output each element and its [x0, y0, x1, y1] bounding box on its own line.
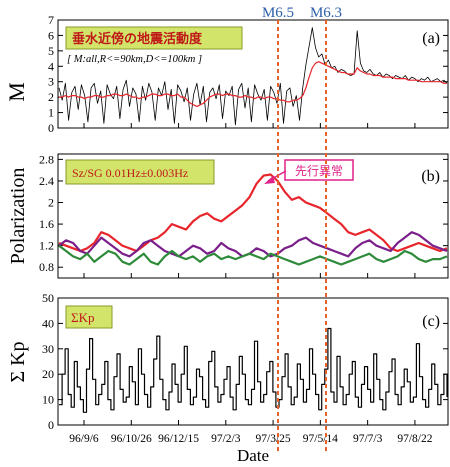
panel-a-y-tick-label: 6 — [48, 28, 54, 42]
panel-b-y-tick-label: 2.8 — [39, 152, 54, 166]
panel-a-title-box — [65, 26, 243, 50]
panel-a-subtitle: [ M:all,R<=90km,D<=100km ] — [67, 54, 202, 65]
panel-a-y-tick-label: 3 — [48, 75, 54, 89]
panel-c-label: (c) — [422, 313, 440, 330]
annotation-box — [284, 159, 354, 181]
x-tick-label: 96/10/26 — [111, 433, 152, 445]
panel-b-y-tick-label: 1.2 — [39, 239, 54, 253]
x-tick-label: 97/2/3 — [211, 433, 241, 445]
panel-b-title-box — [65, 159, 215, 185]
panel-a-y-ticks: 01 23 45 67 — [48, 13, 448, 135]
panel-b-y-tick-label: 0.8 — [39, 260, 54, 274]
panel-b-label: (b) — [421, 168, 440, 185]
panel-c-y-tick-label: 10 — [42, 393, 54, 407]
event-label-m6-5: M6.5 — [262, 5, 294, 21]
x-tick-label: 97/7/3 — [353, 433, 383, 445]
panel-a-label: (a) — [422, 30, 440, 47]
annotation-label: 先行異常 — [295, 164, 343, 178]
panel-b-series — [58, 173, 448, 266]
panel-c-title-box — [65, 305, 113, 329]
panel-a-y-tick-label: 7 — [48, 13, 54, 27]
panel-b-y-tick-label: 2 — [48, 196, 54, 210]
panel-c-series — [59, 327, 448, 413]
panel-a-series — [58, 27, 448, 126]
panel-c-series-0 — [59, 327, 448, 413]
panel-c-y-ticks: 0 10 20 30 40 50 — [42, 291, 448, 432]
panel-a-y-axis-label: M — [4, 82, 29, 102]
panel-a-y-tick-label: 5 — [48, 44, 54, 58]
panel-b-y-tick-label: 1.6 — [39, 217, 54, 231]
panel-a-y-tick-label: 0 — [48, 121, 54, 135]
x-tick-label: 97/3/25 — [256, 433, 291, 445]
panel-a-magnitude: 01 23 45 67 M 垂水近傍の地震活動度 [ M:all,R<=90km,D<… — [4, 13, 449, 135]
panel-c-y-tick-label: 0 — [48, 418, 54, 432]
panel-a-y-tick-label: 4 — [48, 59, 54, 73]
x-axis-label: Date — [237, 446, 269, 465]
panel-c-y-axis-label: Σ Kp — [7, 341, 29, 382]
x-tick-label: 96/9/6 — [69, 433, 99, 445]
annotation-arrowhead — [264, 176, 275, 184]
panel-a-y-tick-label: 2 — [48, 90, 54, 104]
x-tick-label: 97/8/22 — [397, 433, 432, 445]
panel-c-y-tick-label: 30 — [42, 342, 54, 356]
x-tick-label: 97/5/14 — [303, 433, 338, 445]
panel-c-y-tick-label: 20 — [42, 367, 54, 381]
x-tick-label: 96/12/15 — [158, 433, 199, 445]
panel-b-y-axis-label: Polarization — [7, 168, 29, 265]
panel-c-title: ΣKp — [71, 310, 94, 325]
panel-c-y-tick-label: 50 — [42, 291, 54, 305]
event-label-m6-3: M6.3 — [310, 5, 342, 21]
panel-b-series-1 — [58, 231, 448, 258]
x-axis-ticks: 96/9/6 96/10/26 96/12/15 97/2/3 97/3/25 97/5/… — [69, 123, 433, 445]
panel-b-y-ticks: 0.8 1.2 1.6 2 2.4 2.8 — [39, 152, 448, 274]
panel-b-polarization: 0.8 1.2 1.6 2 2.4 2.8 Polarization Sz/SG 0.01… — [7, 152, 449, 279]
panel-b-series-0 — [58, 173, 448, 253]
panel-b-series-2 — [58, 244, 448, 266]
panel-b-title: Sz/SG 0.01Hz±0.003Hz — [72, 166, 188, 180]
panel-a-y-tick-label: 1 — [48, 106, 54, 120]
panel-c-y-tick-label: 40 — [42, 316, 54, 330]
panel-a-series-1 — [59, 61, 447, 107]
panel-a-title: 垂水近傍の地震活動度 — [72, 31, 203, 47]
panel-b-y-tick-label: 2.4 — [39, 174, 54, 188]
